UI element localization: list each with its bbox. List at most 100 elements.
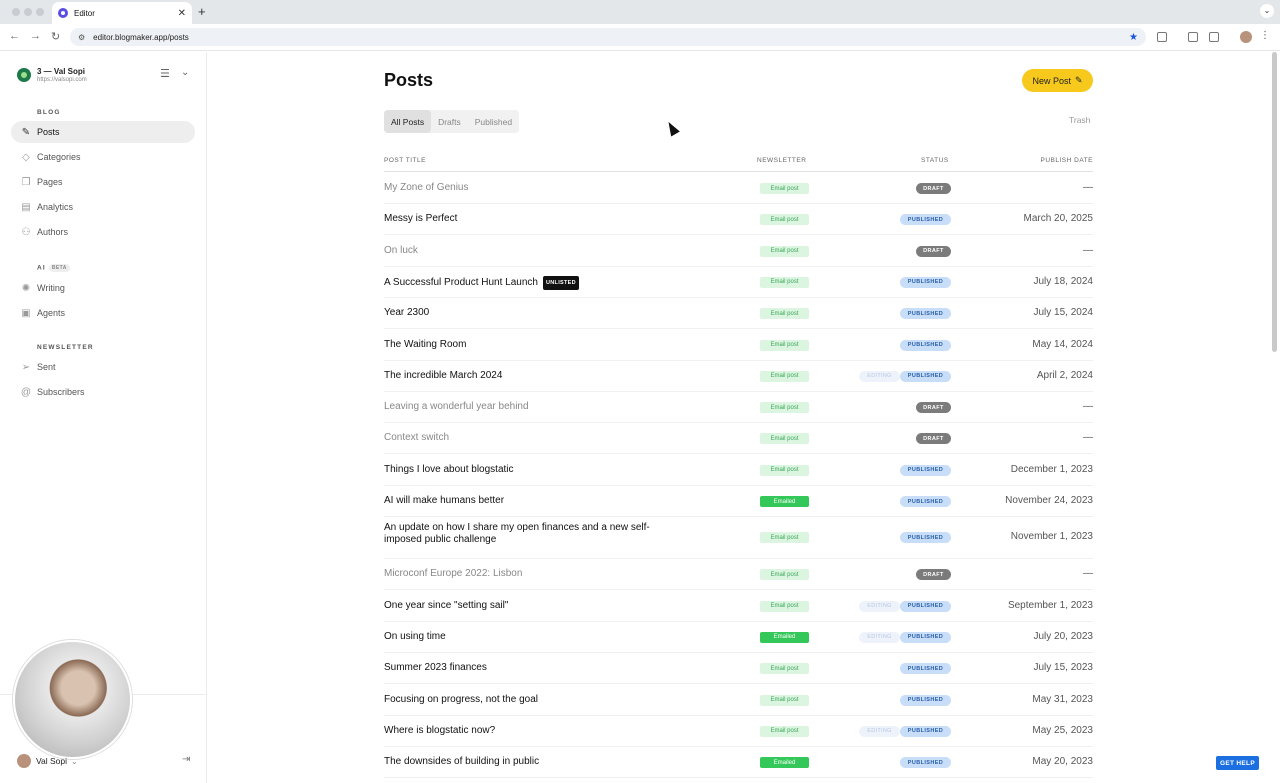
newsletter-badge[interactable]: Email post bbox=[760, 183, 809, 194]
newsletter-badge[interactable]: Email post bbox=[760, 464, 809, 476]
post-title[interactable]: AI will make humans better bbox=[384, 495, 505, 506]
table-row[interactable]: Context switch Email post DRAFT — bbox=[384, 423, 1093, 455]
site-settings-icon[interactable]: ☰ bbox=[160, 68, 170, 80]
sidebar-item-posts[interactable]: ✎ Posts bbox=[11, 121, 195, 143]
tab-published[interactable]: Published bbox=[474, 116, 513, 127]
trash-link[interactable]: Trash bbox=[1069, 115, 1091, 125]
side-panel-icon[interactable] bbox=[1209, 32, 1219, 42]
post-title[interactable]: Messy is Perfect bbox=[384, 213, 458, 225]
post-title[interactable]: On using time bbox=[384, 630, 446, 642]
back-arrow-icon[interactable]: ← bbox=[9, 30, 20, 42]
sidebar-item-agents[interactable]: ▣ Agents bbox=[11, 302, 195, 324]
newsletter-badge[interactable]: Email post bbox=[760, 339, 809, 351]
profile-avatar-icon[interactable] bbox=[1240, 31, 1252, 43]
table-row[interactable]: Where is blogstatic now? Email post EDITIN… bbox=[384, 716, 1093, 747]
newsletter-badge[interactable]: Email post bbox=[760, 725, 809, 737]
table-row[interactable]: Focusing on progress, not the goal Email … bbox=[384, 685, 1093, 716]
newsletter-badge[interactable]: Email post bbox=[760, 214, 809, 226]
sidebar-item-pages[interactable]: ❐ Pages bbox=[11, 171, 195, 193]
newsletter-badge[interactable]: Emailed bbox=[760, 757, 809, 769]
table-row[interactable]: Leaving a wonderful year behind Email pos… bbox=[384, 392, 1093, 424]
table-row[interactable]: The incredible March 2024 Email post EDITI… bbox=[384, 361, 1093, 392]
tab-search-chevron-icon[interactable]: ⌄ bbox=[1260, 4, 1274, 18]
newsletter-badge[interactable]: Email post bbox=[760, 276, 809, 288]
avatar bbox=[17, 754, 31, 768]
reload-icon[interactable]: ↻ bbox=[51, 31, 61, 43]
new-post-button[interactable]: New Post ✎ bbox=[1022, 69, 1093, 92]
extensions-icon[interactable] bbox=[1157, 32, 1167, 42]
get-help-button[interactable]: GET HELP bbox=[1216, 756, 1259, 770]
window-close-button[interactable] bbox=[12, 8, 20, 16]
site-switcher[interactable]: 3 — Val Sopi https://valsopi.com ☰ ⌄ bbox=[17, 65, 197, 85]
sidebar-item-analytics[interactable]: ▤ Analytics bbox=[11, 196, 195, 218]
newsletter-badge[interactable]: Email post bbox=[760, 532, 809, 544]
newsletter-badge[interactable]: Email post bbox=[760, 600, 809, 612]
post-title[interactable]: Focusing on progress, not the goal bbox=[384, 693, 538, 705]
table-row[interactable]: Messy is Perfect Email post PUBLISHED March… bbox=[384, 204, 1093, 236]
post-title[interactable]: The incredible March 2024 bbox=[384, 369, 503, 381]
newsletter-badge[interactable]: Email post bbox=[760, 433, 809, 445]
post-title[interactable]: Year 2300 bbox=[384, 307, 430, 319]
post-title[interactable]: Things I love about blogstatic bbox=[384, 463, 514, 475]
sidebar-item-label: Subscribers bbox=[37, 387, 85, 397]
post-title[interactable]: Context switch bbox=[384, 432, 450, 444]
post-title[interactable]: A Successful Product Hunt Launch UNLISTED bbox=[384, 275, 579, 290]
table-row[interactable]: On luck Email post DRAFT — bbox=[384, 236, 1093, 267]
newsletter-badge[interactable]: Email post bbox=[760, 308, 809, 320]
post-title[interactable]: Microconf Europe 2022: Lisbon bbox=[384, 568, 523, 580]
post-title[interactable]: An update on how I share my open finance… bbox=[384, 522, 650, 546]
newsletter-badge[interactable]: Email post bbox=[760, 402, 809, 414]
reading-list-icon[interactable] bbox=[1188, 32, 1198, 42]
logout-icon[interactable]: ⇥ bbox=[182, 754, 191, 765]
sidebar-item-categories[interactable]: ◇ Categories bbox=[11, 146, 195, 168]
post-title[interactable]: The downsides of building in public bbox=[384, 756, 540, 768]
table-row[interactable]: On using time Emailed EDITING PUBLISHED July… bbox=[384, 622, 1093, 653]
table-row[interactable]: Summer 2023 finances Email post PUBLISHED J… bbox=[384, 653, 1093, 685]
table-row[interactable]: AI will make humans better Emailed PUBLISH… bbox=[384, 486, 1093, 517]
user-name: Val Sopi bbox=[36, 756, 68, 766]
newsletter-badge[interactable]: Emailed bbox=[760, 496, 809, 507]
table-row[interactable]: A Successful Product Hunt Launch UNLISTED… bbox=[384, 267, 1093, 298]
window-minimize-button[interactable] bbox=[24, 8, 32, 16]
newsletter-badge[interactable]: Email post bbox=[760, 694, 809, 706]
newsletter-badge[interactable]: Email post bbox=[760, 370, 809, 382]
newsletter-badge[interactable]: Email post bbox=[760, 245, 809, 257]
newsletter-badge[interactable]: Emailed bbox=[760, 631, 809, 643]
tab-all-posts[interactable]: All Posts bbox=[384, 110, 432, 133]
sidebar-item-authors[interactable]: ⚇ Authors bbox=[11, 221, 195, 243]
newsletter-badge[interactable]: Email post bbox=[760, 663, 809, 675]
page-scrollbar[interactable] bbox=[1272, 52, 1277, 352]
table-row[interactable]: The downsides of building in public Email… bbox=[384, 747, 1093, 779]
table-row[interactable]: Year 2300 Email post PUBLISHED July 15, 202… bbox=[384, 298, 1093, 330]
post-title[interactable]: Summer 2023 finances bbox=[384, 662, 487, 674]
sidebar-item-sent[interactable]: ➢ Sent bbox=[11, 356, 195, 378]
post-title[interactable]: One year since "setting sail" bbox=[384, 599, 509, 611]
table-row[interactable]: My Zone of Genius Email post DRAFT — bbox=[384, 173, 1093, 204]
post-title[interactable]: Leaving a wonderful year behind bbox=[384, 401, 529, 413]
tab-drafts[interactable]: Drafts bbox=[438, 116, 461, 127]
table-row[interactable]: One year since "setting sail" Email post E… bbox=[384, 591, 1093, 622]
tab-close-icon[interactable]: ✕ bbox=[177, 7, 186, 19]
site-url: https://valsopi.com bbox=[37, 76, 87, 83]
chevron-down-icon[interactable]: ⌄ bbox=[181, 67, 190, 78]
table-row[interactable]: Microconf Europe 2022: Lisbon Email post D… bbox=[384, 559, 1093, 591]
sidebar-item-writing[interactable]: ✺ Writing bbox=[11, 277, 195, 299]
newsletter-badge[interactable]: Email post bbox=[760, 569, 809, 581]
forward-arrow-icon[interactable]: → bbox=[30, 30, 41, 42]
table-row[interactable]: The Waiting Room Email post PUBLISHED May 1… bbox=[384, 330, 1093, 361]
bookmark-star-icon[interactable]: ★ bbox=[1129, 31, 1138, 43]
post-title[interactable]: On luck bbox=[384, 244, 418, 256]
site-info-icon[interactable]: ⚙ bbox=[78, 32, 86, 42]
post-title[interactable]: My Zone of Genius bbox=[384, 182, 469, 193]
browser-tab-editor[interactable]: Editor ✕ bbox=[52, 2, 192, 24]
table-row[interactable]: An update on how I share my open finance… bbox=[384, 517, 1093, 560]
new-tab-icon[interactable]: + bbox=[198, 4, 206, 19]
user-menu[interactable]: Val Sopi ⌄ bbox=[17, 754, 78, 768]
address-bar[interactable]: ⚙ editor.blogmaker.app/posts ★ bbox=[70, 28, 1146, 46]
sidebar-item-subscribers[interactable]: @ Subscribers bbox=[11, 381, 195, 403]
table-row[interactable]: Things I love about blogstatic Email post… bbox=[384, 455, 1093, 486]
window-zoom-button[interactable] bbox=[36, 8, 44, 16]
browser-menu-icon[interactable]: ⋮ bbox=[1260, 30, 1270, 41]
post-title[interactable]: Where is blogstatic now? bbox=[384, 724, 496, 736]
post-title[interactable]: The Waiting Room bbox=[384, 338, 467, 350]
